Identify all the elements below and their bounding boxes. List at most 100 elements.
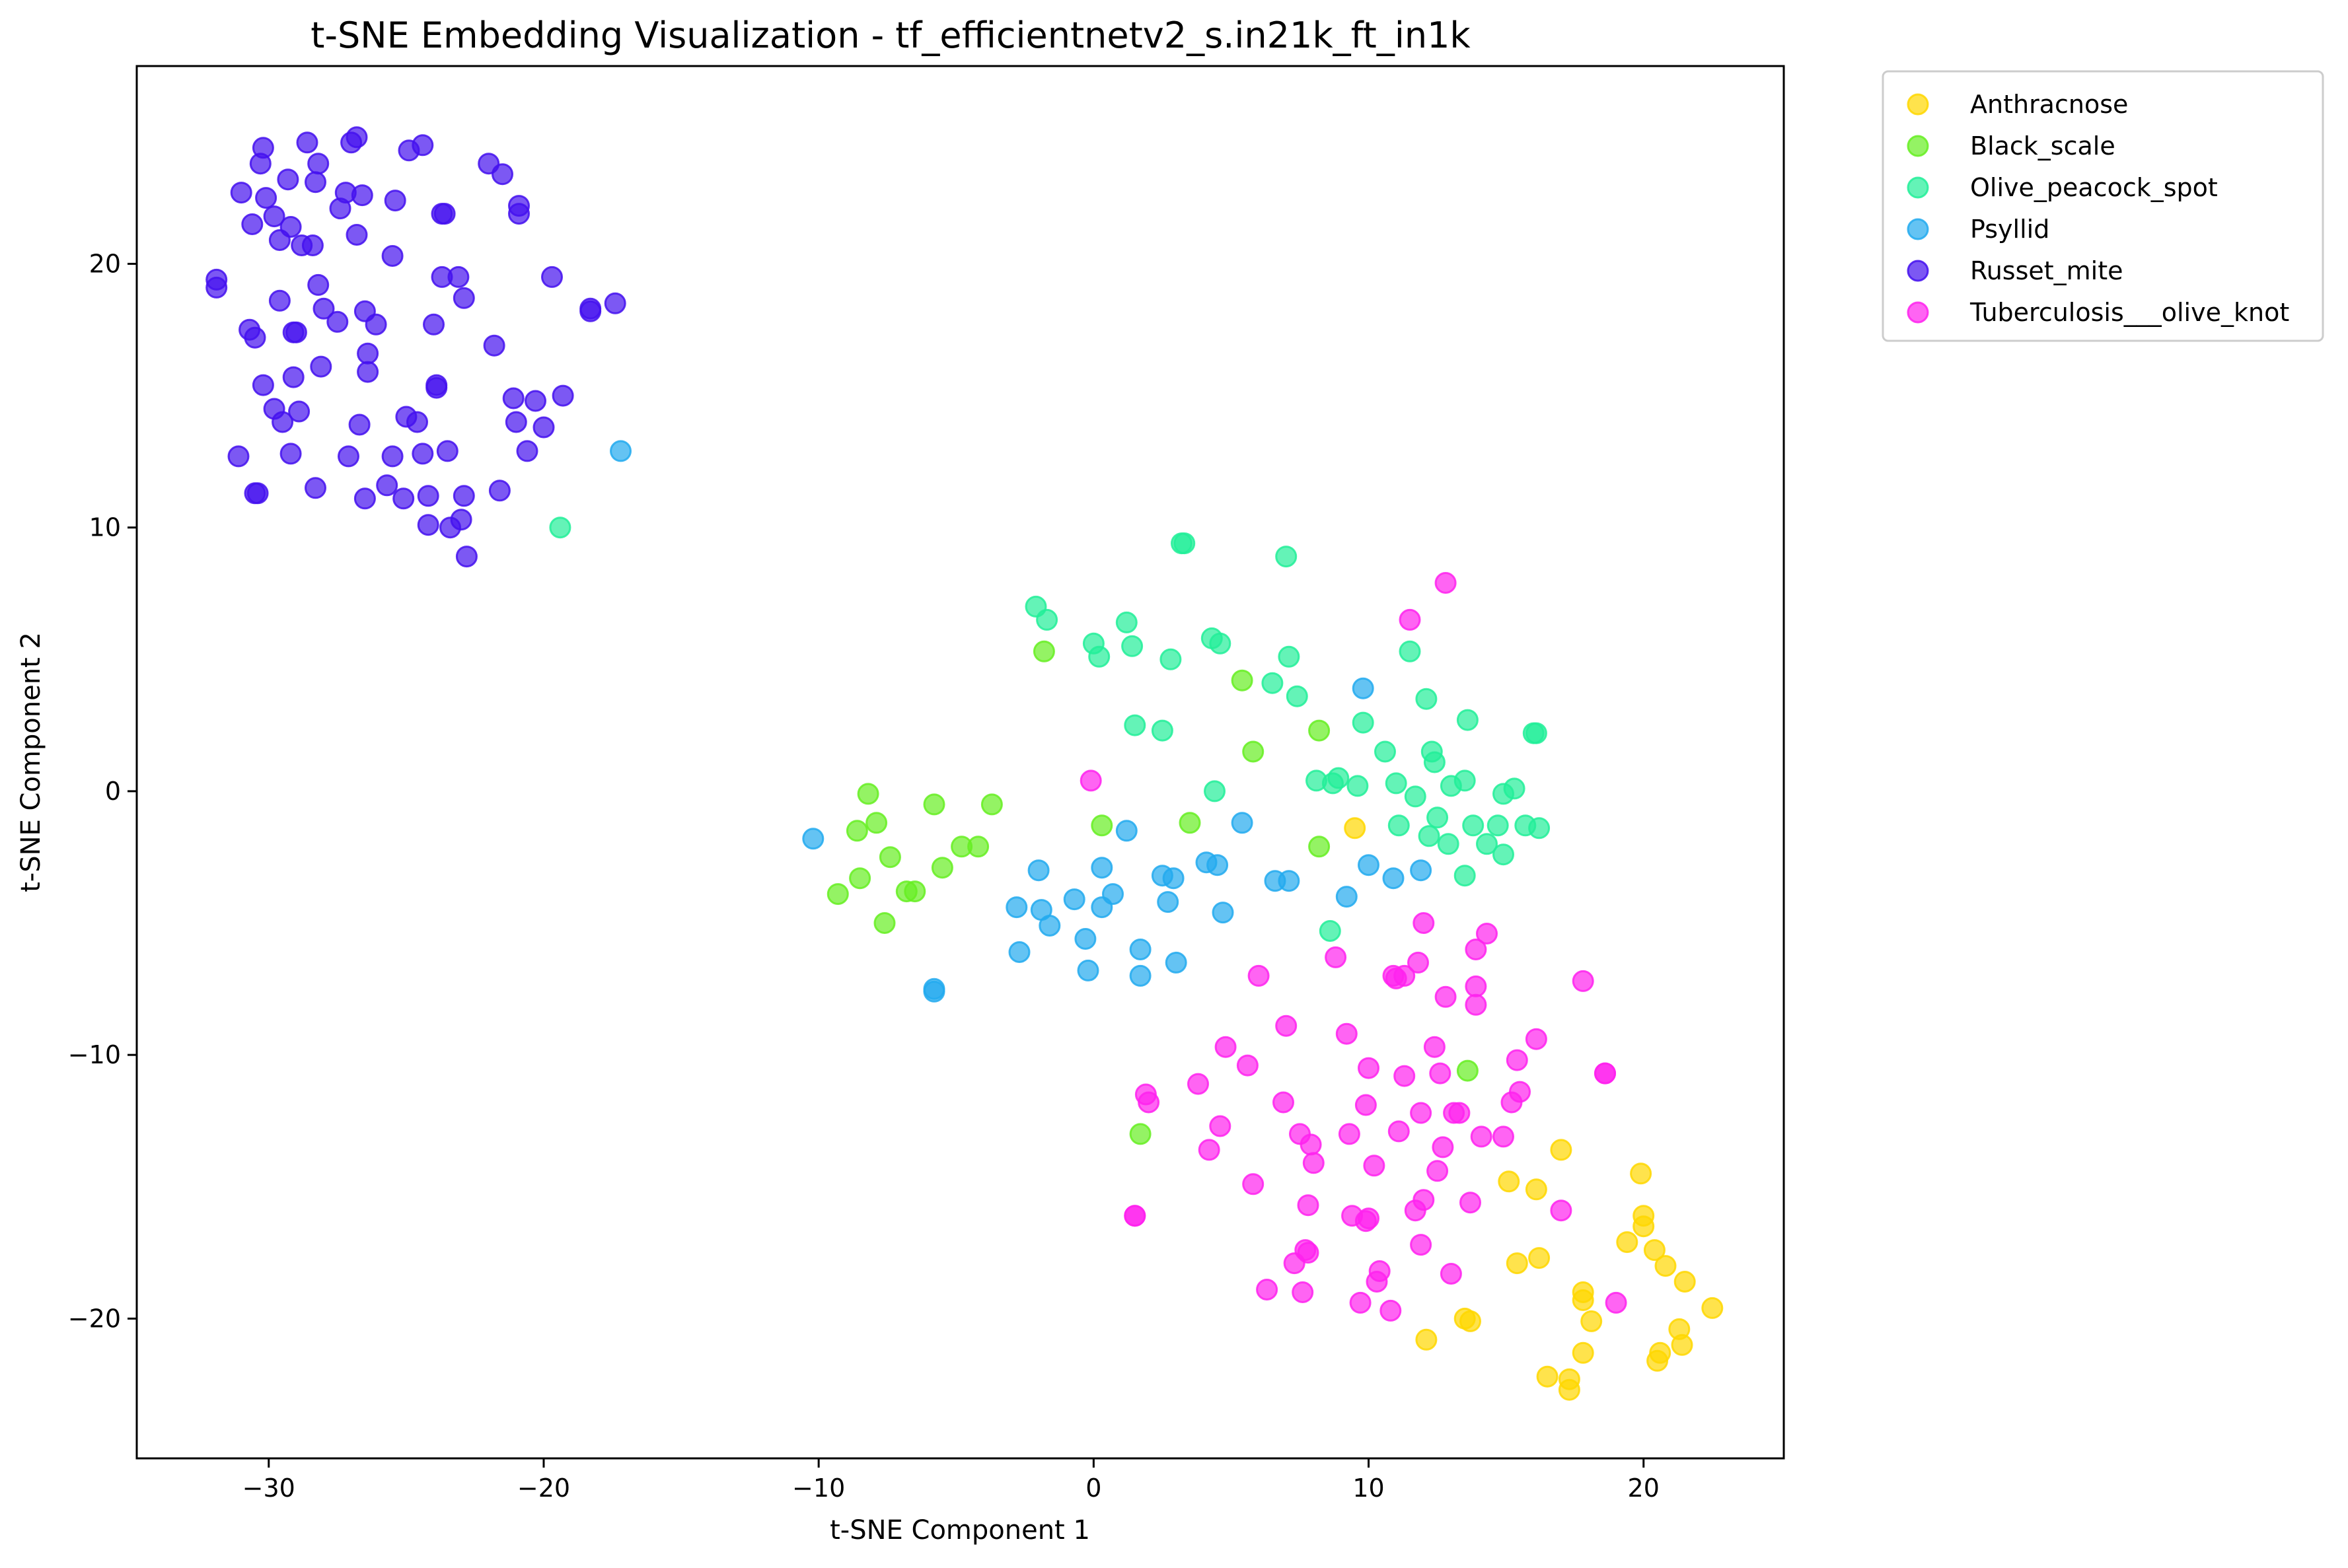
x-tick-label: 10	[1352, 1474, 1384, 1503]
data-point	[1129, 939, 1152, 960]
data-point	[357, 361, 379, 383]
points-layer	[205, 126, 1724, 1401]
data-point	[1335, 886, 1358, 908]
data-point	[1358, 1207, 1379, 1230]
data-point	[1374, 740, 1396, 763]
data-point	[1297, 1194, 1319, 1217]
legend-label: Russet_mite	[1970, 256, 2123, 285]
data-point	[1308, 836, 1331, 858]
data-point	[244, 326, 266, 349]
data-point	[1088, 645, 1111, 668]
data-point	[1354, 1094, 1377, 1116]
data-point	[1077, 959, 1099, 981]
data-point	[1272, 1091, 1294, 1114]
data-point	[1492, 843, 1514, 866]
data-point	[1129, 964, 1152, 987]
data-point	[1080, 769, 1102, 792]
data-point	[1486, 814, 1509, 837]
data-point	[447, 266, 470, 288]
data-point	[1434, 985, 1457, 1008]
data-point	[865, 812, 888, 834]
data-point	[1432, 1136, 1454, 1158]
x-tick-label: −20	[517, 1474, 570, 1503]
data-point	[1102, 883, 1124, 906]
data-point	[305, 171, 326, 194]
data-point	[1124, 714, 1146, 736]
data-point	[1465, 975, 1487, 997]
data-point	[488, 480, 511, 502]
data-point	[1187, 1073, 1209, 1095]
data-point	[508, 203, 530, 225]
data-point	[1671, 1334, 1693, 1356]
data-point	[1426, 806, 1449, 829]
data-point	[826, 883, 849, 906]
data-point	[1027, 859, 1050, 882]
data-point	[1509, 1081, 1531, 1103]
x-tick-label: −10	[792, 1474, 845, 1503]
data-point	[802, 828, 825, 850]
data-point	[923, 980, 945, 1003]
data-point	[1572, 970, 1594, 992]
data-point	[1423, 1036, 1446, 1058]
data-point	[1404, 785, 1426, 808]
data-point	[268, 289, 291, 312]
data-point	[1286, 685, 1308, 707]
data-point	[279, 216, 302, 238]
data-point	[455, 546, 478, 568]
data-point	[1297, 1242, 1319, 1264]
data-point	[579, 297, 602, 320]
data-point	[1124, 1205, 1146, 1227]
data-point	[1278, 870, 1300, 892]
data-point	[1236, 1054, 1259, 1077]
y-tick-label: 0	[105, 777, 121, 806]
data-point	[873, 912, 896, 934]
data-point	[1572, 1289, 1594, 1311]
data-point	[1325, 946, 1347, 968]
data-point	[346, 224, 368, 246]
data-point	[1643, 1239, 1666, 1262]
data-point	[1292, 1281, 1314, 1303]
data-point	[1440, 1263, 1462, 1285]
data-point	[338, 445, 359, 468]
data-point	[904, 880, 926, 903]
data-point	[1387, 1120, 1410, 1143]
data-point	[1462, 814, 1485, 837]
legend-marker	[1907, 135, 1929, 157]
x-axis-label: t-SNE Component 1	[830, 1515, 1090, 1546]
data-point	[246, 482, 269, 505]
x-axis-ticks: −30 −20 −10 0 10 20	[242, 1458, 1660, 1503]
data-point	[1206, 854, 1229, 876]
data-point	[1528, 1247, 1551, 1269]
data-point	[1459, 1310, 1481, 1332]
data-point	[1129, 1123, 1152, 1145]
data-point	[1605, 1291, 1627, 1314]
data-point	[453, 287, 475, 309]
series-anthracnose	[1344, 817, 1724, 1401]
data-point	[1434, 572, 1457, 594]
data-point	[525, 390, 546, 412]
data-point	[1231, 669, 1253, 692]
legend-label: Tuberculosis___olive_knot	[1969, 298, 2289, 327]
data-point	[1091, 814, 1113, 837]
data-point	[1701, 1297, 1724, 1319]
data-point	[305, 477, 326, 499]
legend-marker	[1907, 176, 1929, 199]
data-point	[1151, 719, 1173, 742]
data-point	[1453, 865, 1476, 887]
data-point	[436, 440, 459, 462]
x-tick-label: 0	[1085, 1474, 1101, 1503]
data-point	[1209, 632, 1231, 655]
data-point	[610, 440, 632, 462]
data-point	[381, 245, 404, 267]
data-point	[312, 297, 335, 320]
data-point	[549, 517, 571, 539]
y-tick-label: −20	[68, 1304, 121, 1333]
data-point	[1528, 817, 1551, 839]
data-point	[1162, 867, 1185, 890]
data-point	[1352, 711, 1374, 734]
y-tick-label: 20	[89, 249, 121, 278]
data-point	[412, 134, 434, 157]
data-point	[1387, 814, 1410, 837]
data-point	[980, 793, 1003, 816]
data-point	[1179, 812, 1201, 834]
